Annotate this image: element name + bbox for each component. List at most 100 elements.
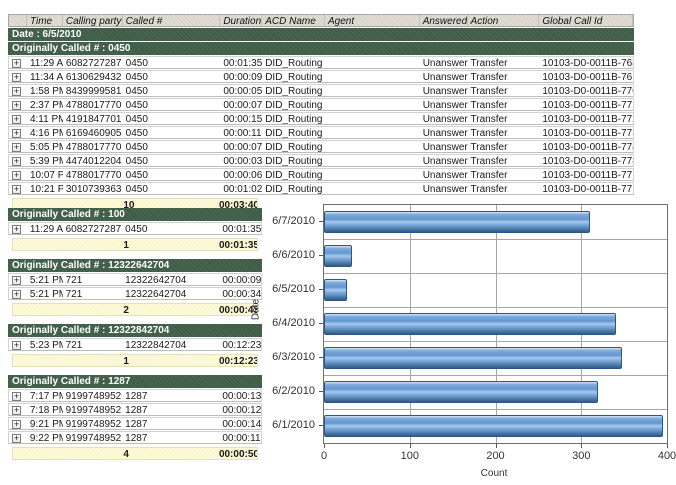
cell-called: 0450 bbox=[125, 114, 148, 124]
bar-6/5/2010 bbox=[324, 279, 348, 301]
expand-cell: + bbox=[9, 141, 27, 152]
group-summary-row: 2 00:00:43 bbox=[12, 303, 258, 316]
cell-duration: 00:00:07 bbox=[223, 100, 263, 110]
table-row[interactable]: +10:07 PM47880177700450 00:00:06DID_Routi… bbox=[8, 168, 634, 181]
cell-duration: 00:00:07 bbox=[223, 142, 263, 152]
cell-global_id: 10103-D0-0011B-768 bbox=[542, 58, 633, 68]
expand-plus-icon[interactable]: + bbox=[12, 224, 21, 234]
expand-plus-icon[interactable]: + bbox=[12, 391, 21, 401]
expand-cell: + bbox=[9, 183, 27, 194]
cell-time: 1:58 PM bbox=[29, 86, 63, 96]
expand-plus-icon[interactable]: + bbox=[12, 433, 21, 443]
table-row[interactable]: +2:37 PM47880177700450 00:00:07DID_Routin… bbox=[8, 98, 634, 111]
cell-acd: DID_Routing bbox=[265, 156, 323, 166]
cell-duration: 00:00:11 bbox=[223, 128, 262, 138]
expand-plus-icon[interactable]: + bbox=[12, 128, 21, 138]
cell-calling: 4474012204 bbox=[65, 156, 122, 166]
cell-answered: Unanswered bbox=[422, 86, 468, 96]
table-row[interactable]: +5:39 PM44740122040450 00:00:03DID_Routin… bbox=[8, 154, 634, 167]
table-row[interactable]: +1:58 PM84399995810450 00:00:05DID_Routin… bbox=[8, 84, 634, 97]
cell-agent bbox=[325, 155, 420, 166]
cell-calling: 4788017770 bbox=[65, 100, 122, 110]
group-header: Originally Called # : 1287 bbox=[8, 375, 262, 388]
cell-called: 0450 bbox=[125, 184, 148, 194]
table-row[interactable]: +11:29 AM60827272870450 00:01:35DID_Routi… bbox=[8, 56, 634, 69]
cell-called: 1287 bbox=[125, 391, 148, 401]
column-header-global_id[interactable]: Global Call Id bbox=[539, 15, 633, 26]
gridline-horizontal bbox=[324, 273, 667, 274]
column-header-acd[interactable]: ACD Name bbox=[262, 15, 325, 26]
column-header-calling[interactable]: Calling party # bbox=[63, 15, 123, 26]
column-header-action[interactable]: Action bbox=[468, 15, 540, 26]
table-row[interactable]: +4:16 PM61694609050450 00:00:11DID_Routin… bbox=[8, 126, 634, 139]
table-row[interactable]: +9:21 PM91997489521287 00:00:14 bbox=[8, 417, 262, 430]
cell-global_id: 10103-D0-0011B-77F bbox=[542, 184, 633, 194]
expand-plus-icon[interactable]: + bbox=[12, 72, 21, 82]
cell-called: 0450 bbox=[125, 224, 148, 234]
expand-plus-icon[interactable]: + bbox=[12, 114, 21, 124]
y-axis-tick bbox=[319, 289, 323, 290]
y-axis-label: 6/4/2010 bbox=[272, 317, 315, 329]
expand-cell: + bbox=[9, 57, 27, 68]
expand-cell: + bbox=[9, 169, 27, 180]
table-row[interactable]: +5:21 PM721 12322642704 00:00:34 bbox=[8, 287, 262, 300]
cell-agent bbox=[325, 141, 420, 152]
cell-time: 10:21 PM bbox=[29, 184, 63, 194]
table-row[interactable]: +5:21 PM721 12322642704 00:00:09 bbox=[8, 273, 262, 286]
column-header-duration[interactable]: Duration bbox=[220, 15, 263, 26]
table-row[interactable]: +9:22 PM91997489521287 00:00:11 bbox=[8, 431, 262, 444]
gridline-horizontal bbox=[324, 375, 667, 376]
expand-plus-icon[interactable]: + bbox=[12, 100, 21, 110]
summary-spacer bbox=[13, 239, 120, 250]
expand-plus-icon[interactable]: + bbox=[12, 86, 21, 96]
summary-duration: 00:12:23 bbox=[218, 356, 257, 366]
gridline-horizontal bbox=[324, 341, 667, 342]
cell-agent bbox=[325, 183, 420, 194]
cell-calling: 8439999581 bbox=[65, 86, 122, 96]
cell-action: Transfer bbox=[470, 184, 508, 194]
column-header-answered[interactable]: Answered bbox=[420, 15, 468, 26]
gridline-horizontal bbox=[324, 307, 667, 308]
table-row[interactable]: +7:17 PM91997489521287 00:00:13 bbox=[8, 389, 262, 402]
table-row[interactable]: +10:21 PM30107393630450 00:01:02DID_Routi… bbox=[8, 182, 634, 195]
cell-acd: DID_Routing bbox=[265, 142, 323, 152]
chart-plot-area bbox=[323, 204, 668, 444]
calls-per-day-chart: 6/7/2010 6/6/2010 6/5/2010 6/4/2010 6/3/2010… bbox=[250, 195, 676, 485]
table-row[interactable]: +5:05 PM47880177700450 00:00:07DID_Routin… bbox=[8, 140, 634, 153]
cell-called: 12322642704 bbox=[125, 275, 187, 285]
column-header-agent[interactable]: Agent bbox=[325, 15, 420, 26]
expand-plus-icon[interactable]: + bbox=[12, 170, 21, 180]
table-row[interactable]: +11:29 AM60827272870450 00:01:35 bbox=[8, 222, 262, 235]
cell-acd: DID_Routing bbox=[265, 170, 323, 180]
table-row[interactable]: +11:34 AM61306294320450 00:00:09DID_Routi… bbox=[8, 70, 634, 83]
expand-plus-icon[interactable]: + bbox=[12, 419, 21, 429]
column-header-time[interactable]: Time bbox=[27, 15, 63, 26]
expand-plus-icon[interactable]: + bbox=[12, 58, 21, 68]
cell-calling: 9199748952 bbox=[65, 419, 122, 429]
group-header-main: Originally Called # : 0450 bbox=[8, 42, 634, 55]
expand-plus-icon[interactable]: + bbox=[12, 156, 21, 166]
expand-plus-icon[interactable]: + bbox=[12, 289, 21, 299]
expand-cell: + bbox=[9, 274, 27, 285]
expand-plus-icon[interactable]: + bbox=[12, 184, 21, 194]
expand-plus-icon[interactable]: + bbox=[12, 275, 21, 285]
group-tables: Originally Called # : 100+11:29 AM608272… bbox=[8, 207, 262, 460]
cell-time: 7:18 PM bbox=[29, 405, 63, 415]
expand-cell: + bbox=[9, 404, 27, 415]
table-row[interactable]: +7:18 PM91997489521287 00:00:12 bbox=[8, 403, 262, 416]
expand-plus-icon[interactable]: + bbox=[12, 405, 21, 415]
column-header-expand[interactable] bbox=[9, 15, 27, 26]
expand-plus-icon[interactable]: + bbox=[12, 142, 21, 152]
group-summary-row: 1 00:01:35 bbox=[12, 238, 258, 251]
cell-duration: 00:00:09 bbox=[222, 275, 262, 285]
expand-plus-icon[interactable]: + bbox=[12, 340, 21, 350]
cell-calling: 721 bbox=[65, 275, 83, 285]
y-axis-tick bbox=[319, 357, 323, 358]
table-row[interactable]: +4:11 PM 4191847701 0450 00:00:15 DID_Routin… bbox=[8, 112, 634, 125]
table-row[interactable]: +5:23 PM721 12322842704 00:12:23 bbox=[8, 338, 262, 351]
group-table-3: Originally Called # : 1287+7:17 PM919974… bbox=[8, 374, 262, 460]
cell-global_id: 10103-D0-0011B-76F bbox=[542, 72, 633, 82]
y-axis-tick bbox=[319, 221, 323, 222]
column-header-called[interactable]: Called # bbox=[123, 15, 221, 26]
